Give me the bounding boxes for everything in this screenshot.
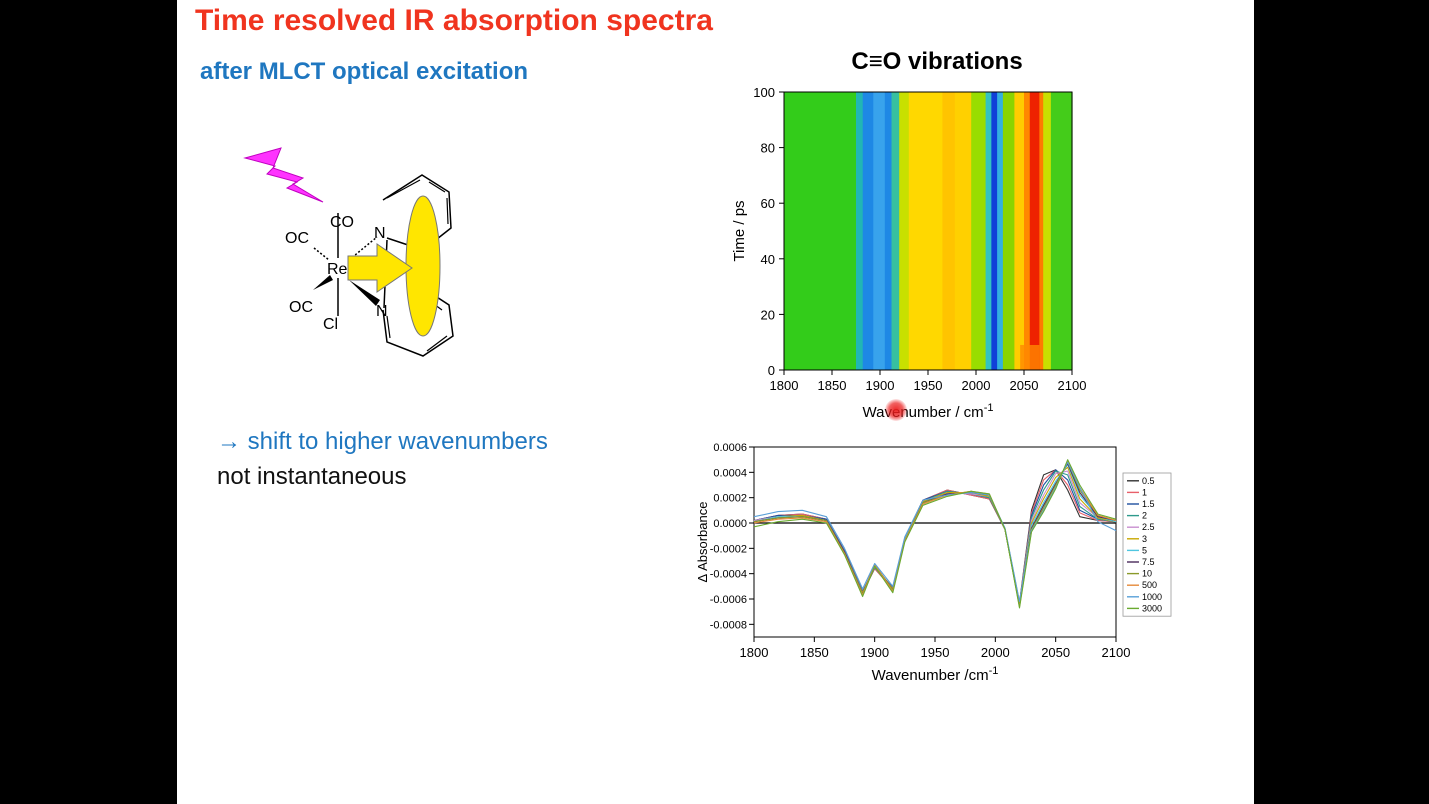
- heatmap-band-1: [856, 92, 864, 370]
- series-line-4: [753, 470, 1117, 605]
- lineplot-xtick-label-2050: 2050: [1041, 645, 1070, 660]
- laser-pointer: [885, 399, 907, 421]
- series-line-0: [753, 469, 1117, 604]
- heatmap-ytick-label-40: 40: [761, 252, 775, 267]
- legend-label-5: 3: [1142, 534, 1147, 544]
- legend-label-10: 1000: [1142, 592, 1162, 602]
- legend-label-2: 1.5: [1142, 499, 1155, 509]
- heatmap-band-11: [985, 92, 992, 370]
- lineplot-ylabel: Δ Absorbance: [695, 502, 710, 583]
- difference-spectra-chart: 1800 1850 1900 1950 2000 2050 2100 -0.0008 -0.00…: [695, 442, 1172, 684]
- heatmap-band-14: [1002, 92, 1015, 370]
- heatmap-band-9: [954, 92, 972, 370]
- lineplot-ytick-label-2: -0.0004: [710, 569, 747, 581]
- heatmap-ytick-label-0: 0: [768, 363, 775, 378]
- slide-subtitle: after MLCT optical excitation: [200, 58, 529, 85]
- legend-label-4: 2.5: [1142, 522, 1155, 532]
- series-line-6: [753, 464, 1117, 606]
- heatmap-band-5: [891, 92, 900, 370]
- legend-label-8: 10: [1142, 569, 1152, 579]
- note-not-instantaneous: not instantaneous: [217, 463, 407, 490]
- heatmap-band-17: [1029, 92, 1040, 370]
- mlct-arrow: [347, 243, 413, 293]
- heatmap-ytick-label-80: 80: [761, 141, 775, 156]
- heatmap-xlabel: Wavenumber / cm-1: [863, 402, 994, 421]
- lineplot-xtick-label-1800: 1800: [740, 645, 769, 660]
- heatmap-band-7: [908, 92, 943, 370]
- lineplot-xtick-label-1850: 1850: [800, 645, 829, 660]
- series-line-3: [753, 470, 1117, 605]
- heatmap-band-4: [884, 92, 893, 370]
- series-line-2: [753, 469, 1117, 605]
- ligand-label-cl: Cl: [323, 316, 338, 333]
- heatmap-band-10: [971, 92, 987, 370]
- lineplot-xtick-label-1900: 1900: [860, 645, 889, 660]
- heatmap-ylabel: Time / ps: [731, 200, 748, 261]
- slide: Time resolved IR absorption spectra afte…: [177, 0, 1254, 804]
- heatmap-xtick-label-1950: 1950: [914, 378, 943, 393]
- legend-label-1: 1: [1142, 487, 1147, 497]
- ligand-label-co: CO: [330, 214, 354, 231]
- lineplot-xtick-label-2000: 2000: [981, 645, 1010, 660]
- heatmap-xtick-label-1850: 1850: [818, 378, 847, 393]
- heatmap-ytick-label-20: 20: [761, 307, 775, 322]
- heatmap-xtick-label-2050: 2050: [1010, 378, 1039, 393]
- legend-label-6: 5: [1142, 545, 1147, 555]
- heatmap-ytick-label-60: 60: [761, 196, 775, 211]
- heatmap-band-6: [899, 92, 910, 370]
- heatmap-band-16: [1024, 92, 1031, 370]
- lineplot-ytick-label-5: 0.0002: [713, 493, 747, 505]
- series-line-11: [753, 459, 1117, 609]
- heatmap-band-2: [862, 92, 874, 370]
- series-line-1: [753, 469, 1117, 604]
- lineplot-xlabel: Wavenumber /cm-1: [872, 665, 999, 684]
- atom-label-n-1: N: [374, 225, 386, 242]
- heatmap-band-0: [784, 92, 857, 370]
- atom-label-n-2: N: [376, 303, 388, 320]
- legend-label-3: 2: [1142, 511, 1147, 521]
- series-line-9: [753, 460, 1117, 608]
- note-shift: → shift to higher wavenumbers: [217, 428, 548, 455]
- heatmap-xtick-label-1800: 1800: [770, 378, 799, 393]
- lineplot-ytick-label-0: -0.0008: [710, 619, 747, 631]
- ligand-ellipse: [405, 195, 441, 337]
- series-line-10: [753, 461, 1117, 603]
- legend-label-7: 7.5: [1142, 557, 1155, 567]
- heatmap-band-20: [1050, 92, 1073, 370]
- series-line-8: [753, 461, 1117, 608]
- lineplot-xtick-label-1950: 1950: [921, 645, 950, 660]
- lineplot-xtick-label-2100: 2100: [1102, 645, 1131, 660]
- heatmap-title: C≡O vibrations: [851, 48, 1023, 75]
- ligand-label-oc-2: OC: [289, 299, 313, 316]
- series-line-7: [753, 462, 1117, 606]
- heatmap-xtick-label-1900: 1900: [866, 378, 895, 393]
- lineplot-ytick-label-7: 0.0006: [713, 442, 747, 454]
- lineplot-ytick-label-1: -0.0006: [710, 594, 747, 606]
- legend-box: [1122, 472, 1172, 617]
- series-line-5: [753, 466, 1117, 606]
- metal-label: Re: [327, 261, 348, 278]
- heatmap-early-band: [1020, 344, 1040, 370]
- flash-icon: [243, 147, 324, 203]
- molecule-diagram: CO OC Re OC Cl N N: [243, 147, 454, 357]
- heatmap-chart: 1800 1850 1900 1950 2000 2050 2100 0 20 40 60 80 100…: [731, 85, 1087, 421]
- legend-label-0: 0.5: [1142, 476, 1155, 486]
- heatmap-band-13: [997, 92, 1004, 370]
- heatmap-band-8: [942, 92, 956, 370]
- heatmap-ytick-label-100: 100: [753, 85, 775, 100]
- lineplot-ytick-label-3: -0.0002: [710, 543, 747, 555]
- slide-title: Time resolved IR absorption spectra: [195, 4, 713, 37]
- heatmap-band-18: [1039, 92, 1044, 370]
- heatmap-band-15: [1014, 92, 1025, 370]
- heatmap-band-19: [1043, 92, 1052, 370]
- heatmap-band-3: [873, 92, 886, 370]
- heatmap-band-12: [991, 92, 998, 370]
- lineplot-ytick-label-4: 0.0000: [713, 518, 747, 530]
- legend-label-11: 3000: [1142, 603, 1162, 613]
- heatmap-xtick-label-2000: 2000: [962, 378, 991, 393]
- legend-label-9: 500: [1142, 580, 1157, 590]
- heatmap-xtick-label-2100: 2100: [1058, 378, 1087, 393]
- ligand-label-oc-1: OC: [285, 230, 309, 247]
- lineplot-ytick-label-6: 0.0004: [713, 467, 747, 479]
